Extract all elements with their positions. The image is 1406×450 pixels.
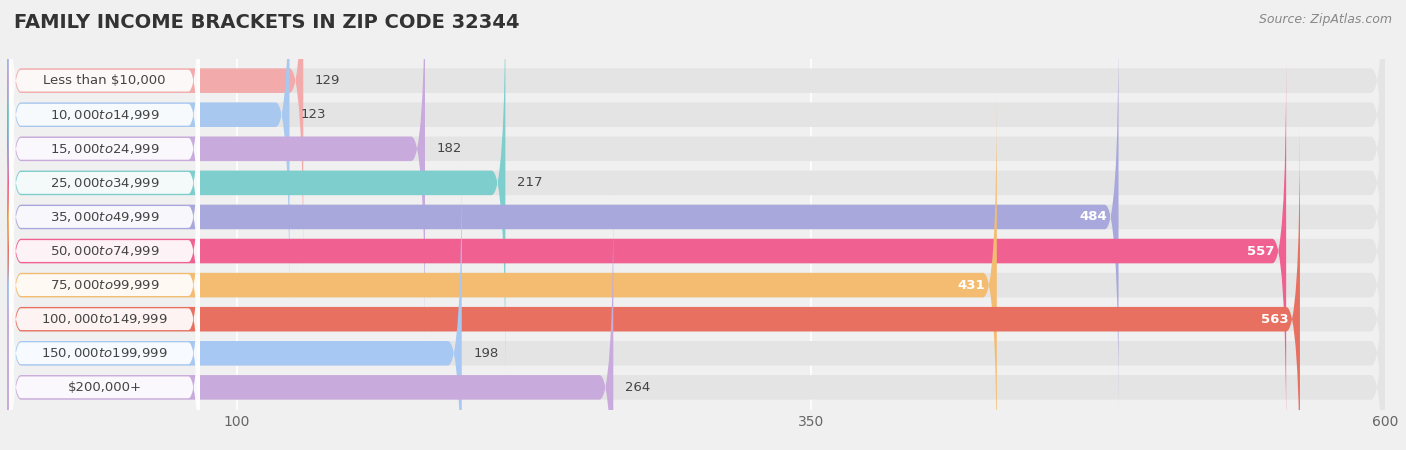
FancyBboxPatch shape	[7, 161, 461, 450]
FancyBboxPatch shape	[7, 0, 304, 273]
FancyBboxPatch shape	[7, 195, 613, 450]
FancyBboxPatch shape	[7, 161, 1385, 450]
FancyBboxPatch shape	[10, 91, 200, 410]
FancyBboxPatch shape	[7, 59, 1385, 443]
FancyBboxPatch shape	[10, 194, 200, 450]
FancyBboxPatch shape	[10, 0, 200, 240]
Text: FAMILY INCOME BRACKETS IN ZIP CODE 32344: FAMILY INCOME BRACKETS IN ZIP CODE 32344	[14, 14, 520, 32]
FancyBboxPatch shape	[7, 0, 425, 341]
Text: 123: 123	[301, 108, 326, 121]
FancyBboxPatch shape	[7, 0, 1385, 273]
FancyBboxPatch shape	[7, 127, 1385, 450]
Text: 557: 557	[1247, 244, 1275, 257]
Text: 217: 217	[517, 176, 543, 189]
FancyBboxPatch shape	[7, 93, 997, 450]
FancyBboxPatch shape	[7, 59, 1286, 443]
FancyBboxPatch shape	[7, 0, 1385, 375]
Text: $150,000 to $199,999: $150,000 to $199,999	[41, 346, 167, 360]
FancyBboxPatch shape	[7, 0, 1385, 307]
Text: 563: 563	[1261, 313, 1288, 326]
Text: 264: 264	[624, 381, 650, 394]
Text: $100,000 to $149,999: $100,000 to $149,999	[41, 312, 167, 326]
FancyBboxPatch shape	[10, 126, 200, 445]
Text: $25,000 to $34,999: $25,000 to $34,999	[49, 176, 159, 190]
FancyBboxPatch shape	[7, 127, 1301, 450]
FancyBboxPatch shape	[7, 93, 1385, 450]
FancyBboxPatch shape	[7, 25, 1119, 409]
Text: 198: 198	[474, 347, 499, 360]
Text: Less than $10,000: Less than $10,000	[44, 74, 166, 87]
Text: $10,000 to $14,999: $10,000 to $14,999	[49, 108, 159, 122]
Text: $75,000 to $99,999: $75,000 to $99,999	[49, 278, 159, 292]
Text: 484: 484	[1080, 211, 1107, 224]
FancyBboxPatch shape	[7, 0, 290, 307]
FancyBboxPatch shape	[7, 0, 1385, 341]
FancyBboxPatch shape	[10, 0, 200, 274]
FancyBboxPatch shape	[10, 0, 200, 308]
Text: $35,000 to $49,999: $35,000 to $49,999	[49, 210, 159, 224]
Text: 431: 431	[957, 279, 986, 292]
FancyBboxPatch shape	[10, 23, 200, 342]
Text: Source: ZipAtlas.com: Source: ZipAtlas.com	[1258, 14, 1392, 27]
Text: $50,000 to $74,999: $50,000 to $74,999	[49, 244, 159, 258]
Text: 129: 129	[315, 74, 340, 87]
FancyBboxPatch shape	[7, 195, 1385, 450]
FancyBboxPatch shape	[7, 0, 505, 375]
FancyBboxPatch shape	[7, 25, 1385, 409]
Text: $15,000 to $24,999: $15,000 to $24,999	[49, 142, 159, 156]
Text: 182: 182	[436, 142, 461, 155]
FancyBboxPatch shape	[10, 160, 200, 450]
Text: $200,000+: $200,000+	[67, 381, 142, 394]
FancyBboxPatch shape	[10, 228, 200, 450]
FancyBboxPatch shape	[10, 58, 200, 377]
